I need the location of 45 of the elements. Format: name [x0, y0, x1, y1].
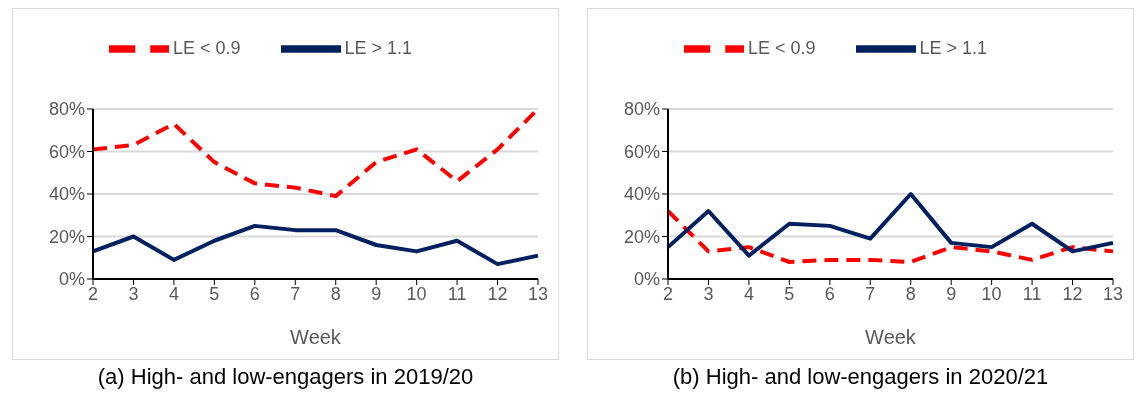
x-tick-label: 10: [981, 283, 1002, 304]
y-tick-label: 40%: [623, 184, 660, 205]
y-tick-label: 20%: [623, 226, 660, 247]
x-tick-label: 10: [406, 283, 427, 304]
x-tick-label: 9: [946, 283, 957, 304]
y-tick-label: 80%: [623, 99, 660, 120]
x-tick-label: 5: [784, 283, 795, 304]
x-tick-label: 7: [290, 283, 301, 304]
y-tick-label: 60%: [623, 141, 660, 162]
x-tick-label: 12: [1062, 283, 1083, 304]
y-tick-label: 80%: [48, 99, 85, 120]
x-axis-title: Week: [865, 326, 917, 348]
x-tick-label: 13: [527, 283, 549, 304]
legend-label: LE < 0.9: [172, 37, 241, 58]
legend-label: LE > 1.1: [919, 37, 988, 58]
x-tick-label: 9: [371, 283, 382, 304]
x-tick-label: 12: [487, 283, 508, 304]
line-series: [666, 192, 1115, 258]
y-tick-label: 20%: [48, 226, 85, 247]
y-tick-label: 0%: [58, 269, 85, 290]
x-tick-label: 13: [1102, 283, 1124, 304]
x-tick-label: 2: [87, 283, 99, 304]
x-tick-label: 11: [1022, 283, 1042, 304]
x-tick-label: 3: [703, 283, 714, 304]
y-tick-label: 60%: [48, 141, 85, 162]
line-series: [91, 223, 540, 267]
x-tick-label: 3: [128, 283, 139, 304]
legend-label: LE > 1.1: [344, 37, 413, 58]
x-tick-label: 8: [905, 283, 916, 304]
x-tick-label: 7: [865, 283, 876, 304]
y-tick-label: 40%: [48, 184, 85, 205]
x-tick-label: 4: [743, 283, 754, 304]
x-tick-label: 6: [824, 283, 835, 304]
text: (a) High- and low-engagers in 2019/20: [97, 364, 474, 390]
text: (b) High- and low-engagers in 2020/21: [672, 364, 1049, 390]
legend-label: LE < 0.9: [747, 37, 816, 58]
x-tick-label: 8: [330, 283, 341, 304]
x-tick-label: 2: [662, 283, 674, 304]
line-series: [666, 209, 1115, 264]
x-axis-title: Week: [290, 326, 342, 348]
x-tick-label: 4: [168, 283, 179, 304]
x-tick-label: 6: [249, 283, 260, 304]
y-tick-label: 0%: [633, 269, 660, 290]
x-tick-label: 11: [447, 283, 467, 304]
x-tick-label: 5: [209, 283, 220, 304]
